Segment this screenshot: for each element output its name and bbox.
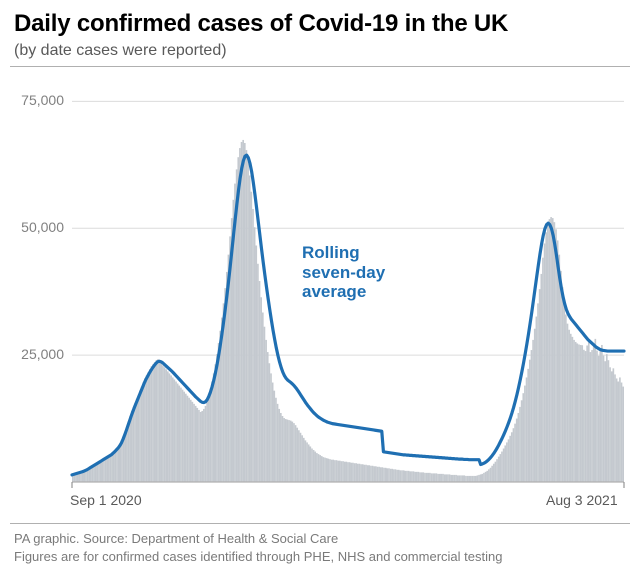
x-end-label: Aug 3 2021 (546, 492, 618, 508)
annotation-line: seven-day (302, 263, 385, 282)
source-caption: PA graphic. Source: Department of Health… (14, 530, 502, 565)
source-line: PA graphic. Source: Department of Health… (14, 531, 338, 546)
chart-title: Daily confirmed cases of Covid-19 in the… (14, 10, 508, 38)
rolling-avg-annotation: Rolling seven-day average (302, 243, 385, 302)
source-line: Figures are for confirmed cases identifi… (14, 549, 502, 564)
divider-bottom (10, 523, 630, 524)
chart-subtitle: (by date cases were reported) (14, 42, 227, 60)
y-tick-label: 50,000 (10, 219, 64, 235)
y-tick-label: 75,000 (10, 92, 64, 108)
x-start-label: Sep 1 2020 (70, 492, 142, 508)
divider-top (10, 66, 630, 67)
chart-area: 25,000 50,000 75,000 Sep 1 2020 Aug 3 20… (10, 68, 630, 516)
annotation-line: average (302, 282, 366, 301)
y-tick-label: 25,000 (10, 346, 64, 362)
figure: Daily confirmed cases of Covid-19 in the… (0, 0, 640, 581)
annotation-line: Rolling (302, 243, 360, 262)
